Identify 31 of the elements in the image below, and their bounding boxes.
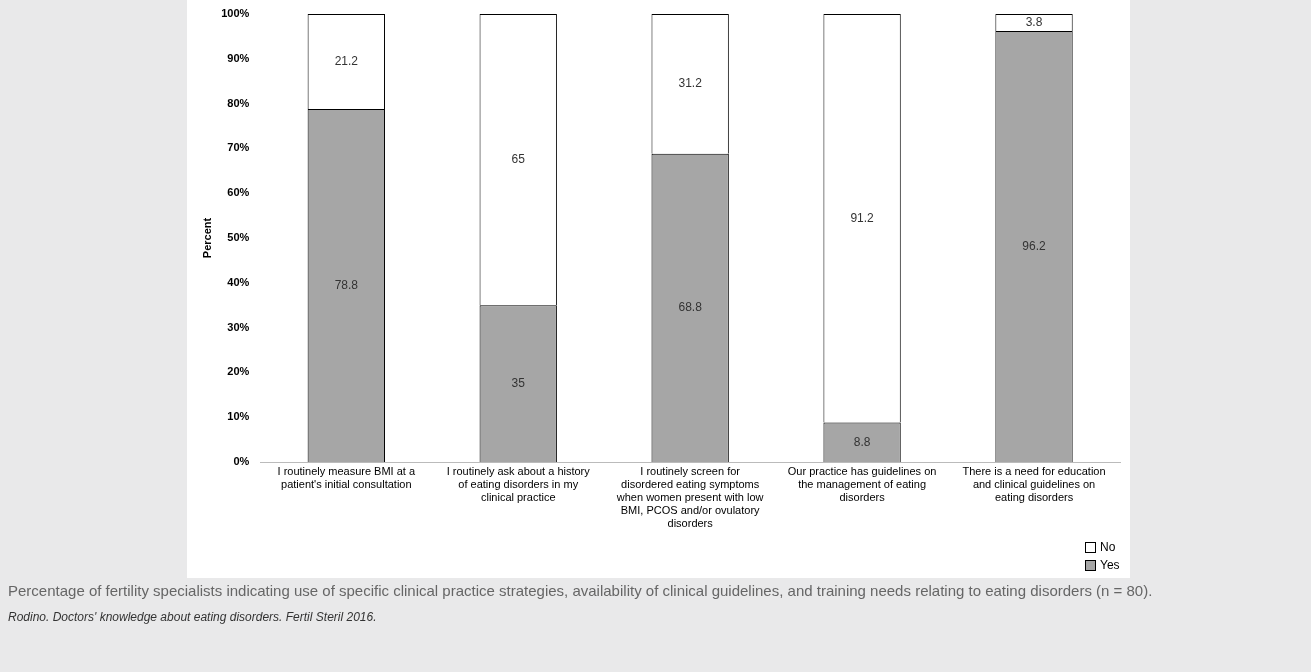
- data-label: 96.2: [1022, 238, 1047, 253]
- text: No: [1100, 539, 1116, 556]
- data-label: 21.2: [334, 53, 359, 68]
- y-tick-label: 30%: [227, 320, 250, 333]
- y-tick-label: 50%: [227, 231, 250, 244]
- y-tick-label: 70%: [227, 141, 250, 154]
- text: Percentage of fertility specialists indicating use of specific clinical practice strategies, availability of clinical guidelines, and training needs relating to eating disorders (n = 80).: [8, 582, 1154, 599]
- y-tick-label: 60%: [227, 186, 250, 199]
- x-tick-label: I routinely ask about a history of eating disorders in my clinical practice: [446, 464, 591, 504]
- data-label: 35: [511, 375, 526, 390]
- data-label: 3.8: [1025, 14, 1043, 29]
- data-label: 91.2: [850, 210, 875, 225]
- x-tick-label: I routinely measure BMI at a patient's initial consultation: [277, 464, 416, 490]
- data-label: 8.8: [853, 434, 871, 449]
- y-tick-label: 20%: [227, 365, 250, 378]
- data-label: 31.2: [678, 76, 703, 91]
- x-tick-label: There is a need for education and clinical guidelines on eating disorders: [962, 464, 1106, 504]
- data-label: 65: [511, 151, 526, 166]
- y-tick-label: 100%: [221, 7, 250, 20]
- y-tick-label: 90%: [227, 51, 250, 64]
- y-tick-label: 0%: [233, 455, 250, 468]
- y-tick-label: 40%: [227, 275, 250, 288]
- data-label: 68.8: [678, 300, 703, 315]
- y-tick-label: 10%: [227, 410, 250, 423]
- data-label: 78.8: [334, 277, 359, 292]
- legend-label: Yes: [1100, 557, 1120, 574]
- y-tick-label: 80%: [227, 96, 250, 109]
- x-tick-label: I routinely screen for disordered eating symptoms when women present with low BMI, PCOS and/or ovulatory disorders: [615, 464, 764, 530]
- text: Rodino. Doctors' knowledge about eating disorders. Fertil Steril 2016.: [8, 609, 378, 626]
- x-tick-label: Our practice has guidelines on the management of eating disorders: [787, 464, 937, 504]
- y-axis-title: Percent: [200, 217, 213, 259]
